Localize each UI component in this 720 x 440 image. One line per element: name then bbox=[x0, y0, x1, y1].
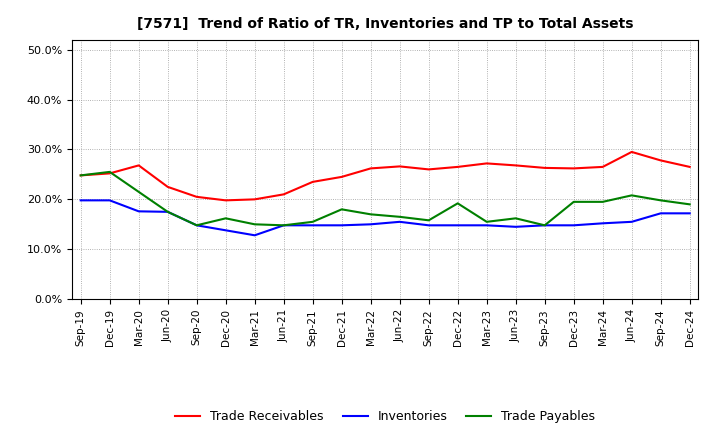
Trade Payables bbox=[657, 198, 665, 203]
Inventories bbox=[685, 211, 694, 216]
Inventories bbox=[627, 219, 636, 224]
Trade Payables bbox=[685, 202, 694, 207]
Trade Payables bbox=[221, 216, 230, 221]
Trade Receivables bbox=[454, 164, 462, 169]
Inventories bbox=[105, 198, 114, 203]
Inventories bbox=[598, 221, 607, 226]
Line: Trade Receivables: Trade Receivables bbox=[81, 152, 690, 200]
Trade Receivables bbox=[627, 149, 636, 154]
Trade Payables bbox=[308, 219, 317, 224]
Trade Payables bbox=[105, 169, 114, 175]
Trade Payables bbox=[395, 214, 404, 220]
Inventories bbox=[135, 209, 143, 214]
Trade Receivables bbox=[395, 164, 404, 169]
Trade Payables bbox=[251, 222, 259, 227]
Trade Payables bbox=[192, 223, 201, 228]
Inventories bbox=[366, 222, 375, 227]
Trade Receivables bbox=[366, 166, 375, 171]
Trade Payables bbox=[366, 212, 375, 217]
Legend: Trade Receivables, Inventories, Trade Payables: Trade Receivables, Inventories, Trade Pa… bbox=[170, 405, 600, 428]
Trade Payables bbox=[570, 199, 578, 205]
Trade Payables bbox=[424, 218, 433, 223]
Trade Payables bbox=[454, 201, 462, 206]
Trade Payables bbox=[541, 223, 549, 228]
Trade Payables bbox=[338, 207, 346, 212]
Inventories bbox=[395, 219, 404, 224]
Trade Receivables bbox=[511, 163, 520, 168]
Inventories bbox=[424, 223, 433, 228]
Trade Receivables bbox=[338, 174, 346, 180]
Inventories bbox=[192, 223, 201, 228]
Trade Receivables bbox=[598, 164, 607, 169]
Trade Payables bbox=[482, 219, 491, 224]
Trade Receivables bbox=[541, 165, 549, 171]
Trade Receivables bbox=[76, 173, 85, 178]
Trade Receivables bbox=[163, 184, 172, 190]
Title: [7571]  Trend of Ratio of TR, Inventories and TP to Total Assets: [7571] Trend of Ratio of TR, Inventories… bbox=[137, 18, 634, 32]
Inventories bbox=[454, 223, 462, 228]
Trade Receivables bbox=[685, 164, 694, 169]
Inventories bbox=[657, 211, 665, 216]
Line: Inventories: Inventories bbox=[81, 200, 690, 235]
Trade Receivables bbox=[135, 163, 143, 168]
Trade Payables bbox=[76, 173, 85, 178]
Inventories bbox=[279, 223, 288, 228]
Trade Receivables bbox=[221, 198, 230, 203]
Trade Payables bbox=[279, 223, 288, 228]
Trade Payables bbox=[163, 209, 172, 214]
Trade Receivables bbox=[570, 166, 578, 171]
Inventories bbox=[221, 227, 230, 233]
Inventories bbox=[163, 209, 172, 214]
Trade Payables bbox=[511, 216, 520, 221]
Inventories bbox=[482, 223, 491, 228]
Inventories bbox=[570, 223, 578, 228]
Trade Receivables bbox=[308, 179, 317, 184]
Trade Receivables bbox=[657, 158, 665, 163]
Inventories bbox=[308, 223, 317, 228]
Trade Receivables bbox=[105, 171, 114, 176]
Trade Receivables bbox=[279, 192, 288, 197]
Line: Trade Payables: Trade Payables bbox=[81, 172, 690, 225]
Inventories bbox=[541, 223, 549, 228]
Trade Receivables bbox=[424, 167, 433, 172]
Trade Payables bbox=[627, 193, 636, 198]
Trade Receivables bbox=[251, 197, 259, 202]
Trade Receivables bbox=[192, 194, 201, 199]
Inventories bbox=[338, 223, 346, 228]
Trade Payables bbox=[135, 189, 143, 194]
Inventories bbox=[511, 224, 520, 229]
Trade Payables bbox=[598, 199, 607, 205]
Trade Receivables bbox=[482, 161, 491, 166]
Inventories bbox=[76, 198, 85, 203]
Inventories bbox=[251, 233, 259, 238]
